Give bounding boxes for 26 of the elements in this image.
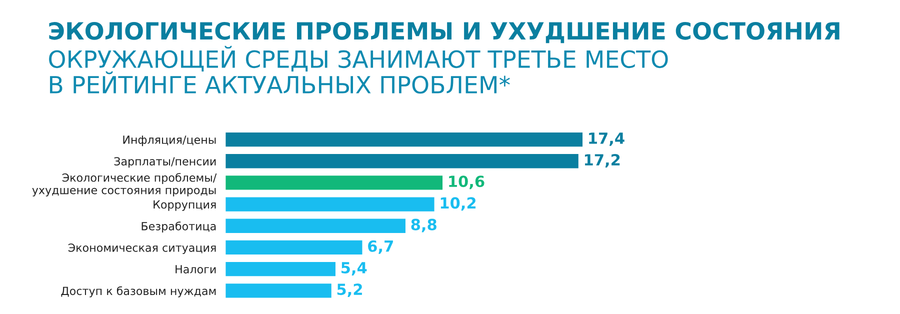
bar (225, 131, 584, 148)
data-label: 17,4 (589, 132, 624, 146)
y-tick-label: Налоги (176, 265, 216, 274)
chart-subtitle: ОКРУЖАЮЩЕЙ СРЕДЫ ЗАНИМАЮТ ТРЕТЬЕ МЕСТО В РЕЙТИНГЕ АКТУАЛЬНЫХ ПРОБЛЕМ* (49, 46, 668, 94)
data-label: 10,2 (440, 197, 476, 211)
bar (225, 174, 444, 192)
bar (225, 282, 333, 300)
y-tick-label: Безработица (142, 222, 216, 233)
bar (225, 196, 436, 213)
chart-title: ЭКОЛОГИЧЕСКИЕ ПРОБЛЕМЫ И УХУДШЕНИЕ СОСТОЯНИЯ (49, 22, 840, 44)
data-label: 8,8 (411, 218, 436, 232)
y-tick-label: Экономическая ситуация (68, 243, 216, 254)
bar (225, 217, 407, 234)
data-label: 5,4 (342, 262, 367, 276)
bar (225, 152, 580, 170)
y-tick-label: Доступ к базовым нуждам (61, 286, 216, 298)
bar (225, 239, 364, 256)
data-label: 5,2 (337, 284, 362, 298)
y-tick-label: Экологические проблемы/ ухудшение состояния природы (32, 173, 217, 196)
y-tick-label: Зарплаты/пенсии (114, 157, 216, 168)
y-tick-label: Инфляция/цены (123, 136, 216, 146)
data-label: 6,7 (368, 240, 393, 254)
data-label: 10,6 (449, 176, 484, 190)
y-tick-label: Коррупция (154, 200, 216, 211)
data-label: 17,2 (584, 154, 620, 168)
bar (225, 260, 337, 278)
